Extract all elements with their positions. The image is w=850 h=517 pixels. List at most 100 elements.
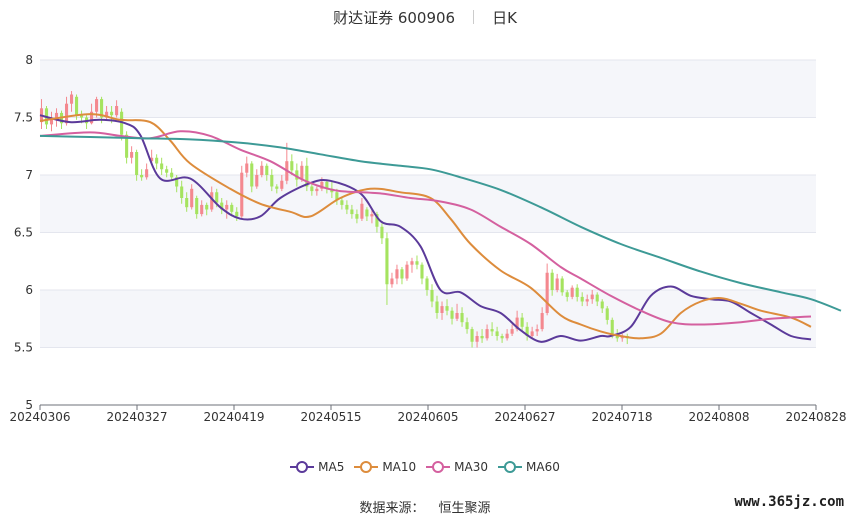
candle-down (355, 209, 359, 224)
legend-item-ma30[interactable]: MA30 (426, 460, 488, 474)
candle-down (350, 204, 354, 219)
candle-up (360, 198, 364, 221)
plot-band (40, 290, 816, 348)
x-axis: 20240306 20240327 20240419 20240515 20240605… (9, 404, 847, 424)
candle-body (525, 326, 529, 336)
candle-body (74, 96, 79, 116)
candle-down (195, 195, 199, 219)
candle-up (395, 264, 399, 285)
legend-label-ma5: MA5 (318, 460, 345, 474)
y-tick-label: 7.5 (14, 111, 33, 125)
candle-body (180, 186, 184, 198)
candle-up (390, 272, 394, 288)
source-label: 数据来源： (359, 501, 425, 516)
candle-body (600, 301, 604, 309)
candle-body (495, 331, 499, 336)
x-tick-label: 20240419 (203, 410, 264, 424)
candle-up (485, 324, 489, 341)
candle-up (315, 186, 319, 196)
candle-up (200, 200, 204, 217)
candle-up (370, 209, 374, 224)
candle-body (375, 214, 379, 227)
legend-swatch-ma60 (498, 460, 523, 474)
x-tick-label: 20240627 (494, 410, 555, 424)
candle-body (105, 111, 109, 118)
period-label[interactable]: 日K (492, 8, 517, 27)
candle-body (360, 203, 364, 219)
candle-body (220, 202, 224, 210)
candle-up (410, 257, 414, 273)
candle-up (545, 263, 549, 316)
candle-body (340, 200, 344, 205)
candle-up (260, 161, 264, 178)
y-tick-label: 7 (25, 168, 33, 182)
candle-body (580, 296, 584, 302)
candle-down (165, 165, 169, 178)
candle-up (475, 331, 479, 348)
y-tick-label: 5.5 (14, 341, 33, 355)
candle-body (245, 163, 249, 173)
candle-body (280, 180, 284, 189)
candle-down (525, 322, 529, 341)
candle-down (435, 295, 439, 319)
candle-down (340, 198, 344, 210)
candle-body (505, 333, 509, 339)
candle-body (79, 115, 84, 118)
candle-body (320, 181, 324, 189)
legend-label-ma10: MA10 (382, 460, 417, 474)
line-ma30 (39, 130, 812, 326)
candle-body (160, 163, 164, 170)
candle-down (155, 154, 159, 170)
x-tick-label: 20240605 (397, 410, 458, 424)
plot-band (40, 60, 816, 118)
candle-down (575, 284, 579, 302)
candle-body (590, 294, 594, 300)
candle-down (380, 223, 384, 244)
candle-down (580, 292, 584, 307)
candle-body (115, 106, 119, 116)
legend-item-ma10[interactable]: MA10 (354, 460, 416, 474)
candle-up (505, 329, 509, 341)
candle-down (140, 169, 144, 181)
candle-body (475, 336, 479, 342)
candle-body (215, 192, 219, 203)
candle-body (175, 177, 179, 187)
legend-item-ma5[interactable]: MA5 (290, 460, 344, 474)
candle-up (240, 165, 244, 219)
candle-body (530, 331, 534, 336)
candle-down (465, 317, 469, 334)
candle-up (130, 146, 134, 164)
candle-body (265, 165, 269, 175)
legend-item-ma60[interactable]: MA60 (498, 460, 560, 474)
candle-down (305, 157, 309, 192)
y-tick-label: 5 (25, 398, 33, 412)
candle-body (465, 322, 469, 330)
candle-up (115, 100, 119, 118)
line-ma60 (39, 134, 842, 312)
candle-body (450, 310, 454, 319)
candle-body (150, 157, 154, 162)
candle-body (260, 165, 264, 175)
chart-title: 财达证券 600906 (333, 8, 456, 27)
candle-down (205, 202, 209, 216)
candle-up (49, 111, 54, 132)
y-axis-labels: 8 7.5 7 6.5 6 5.5 5 (14, 53, 33, 412)
legend-swatch-ma10 (354, 460, 379, 474)
candle-body (110, 111, 114, 116)
candle-down (560, 276, 564, 296)
candle-up (570, 285, 574, 300)
candle-body (560, 278, 564, 293)
y-tick-label: 6.5 (14, 226, 33, 240)
candle-down (500, 333, 504, 343)
candle-body (155, 157, 159, 164)
y-tick-label: 6 (25, 283, 33, 297)
candle-up (535, 324, 539, 336)
candle-up (280, 175, 284, 192)
candle-down (605, 306, 609, 325)
moving-average-lines (39, 113, 842, 343)
candle-body (395, 269, 399, 279)
candle-up (555, 273, 559, 293)
title-separator (473, 10, 475, 24)
candle-body (575, 287, 579, 297)
candle-body (90, 111, 94, 124)
